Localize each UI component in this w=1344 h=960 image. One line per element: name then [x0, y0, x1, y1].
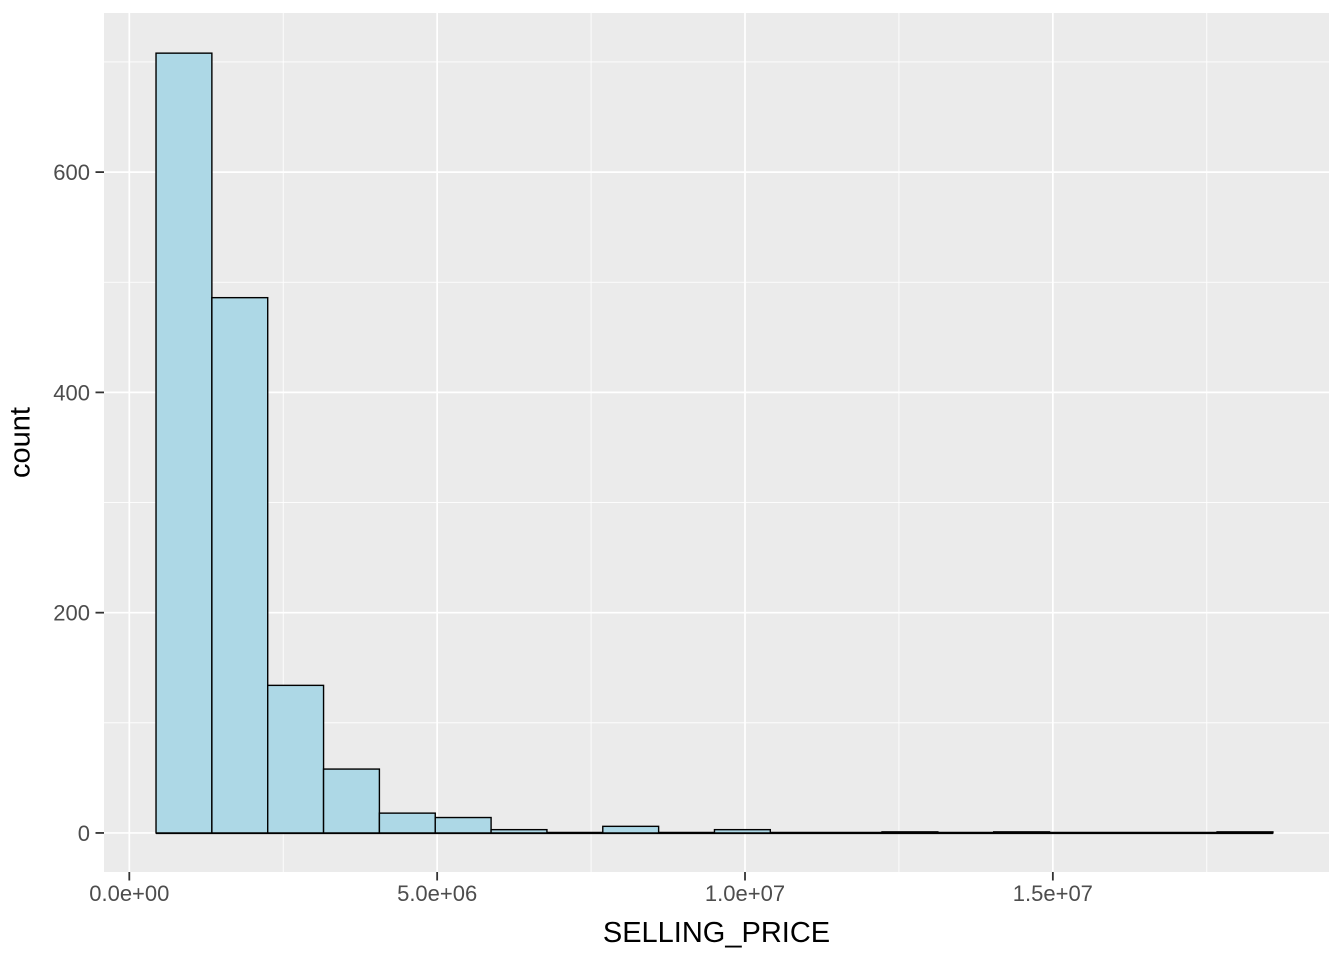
y-tick-label: 600 — [53, 160, 90, 185]
histogram-bar — [434, 816, 492, 834]
x-tick-label: 0.0e+00 — [89, 881, 169, 906]
y-tick-label: 0 — [78, 821, 90, 846]
histogram-bar — [992, 831, 1051, 834]
histogram-bar — [211, 296, 269, 834]
major-gridlines — [104, 13, 1329, 872]
histogram-bar — [602, 825, 660, 834]
histogram-bar — [322, 768, 381, 834]
histogram-bar — [155, 52, 213, 834]
y-axis: 0 200 400 600 — [53, 160, 104, 846]
x-tick-label: 5.0e+06 — [397, 881, 477, 906]
x-axis: 0.0e+00 5.0e+06 1.0e+07 1.5e+07 — [89, 872, 1093, 906]
minor-gridlines — [104, 13, 1329, 872]
histogram-bar — [267, 684, 325, 834]
histogram-bar — [378, 812, 436, 834]
y-tick-label: 400 — [53, 380, 90, 405]
histogram-bar — [881, 831, 939, 834]
x-tick-label: 1.0e+07 — [705, 881, 785, 906]
y-tick-label: 200 — [53, 601, 90, 626]
histogram-bar — [1216, 831, 1274, 834]
x-axis-title: SELLING_PRICE — [603, 917, 830, 949]
histogram-bar — [713, 828, 772, 834]
y-axis-title: count — [5, 407, 37, 478]
histogram-bars — [155, 52, 1274, 835]
histogram-bar — [490, 828, 548, 834]
x-tick-label: 1.5e+07 — [1013, 881, 1093, 906]
